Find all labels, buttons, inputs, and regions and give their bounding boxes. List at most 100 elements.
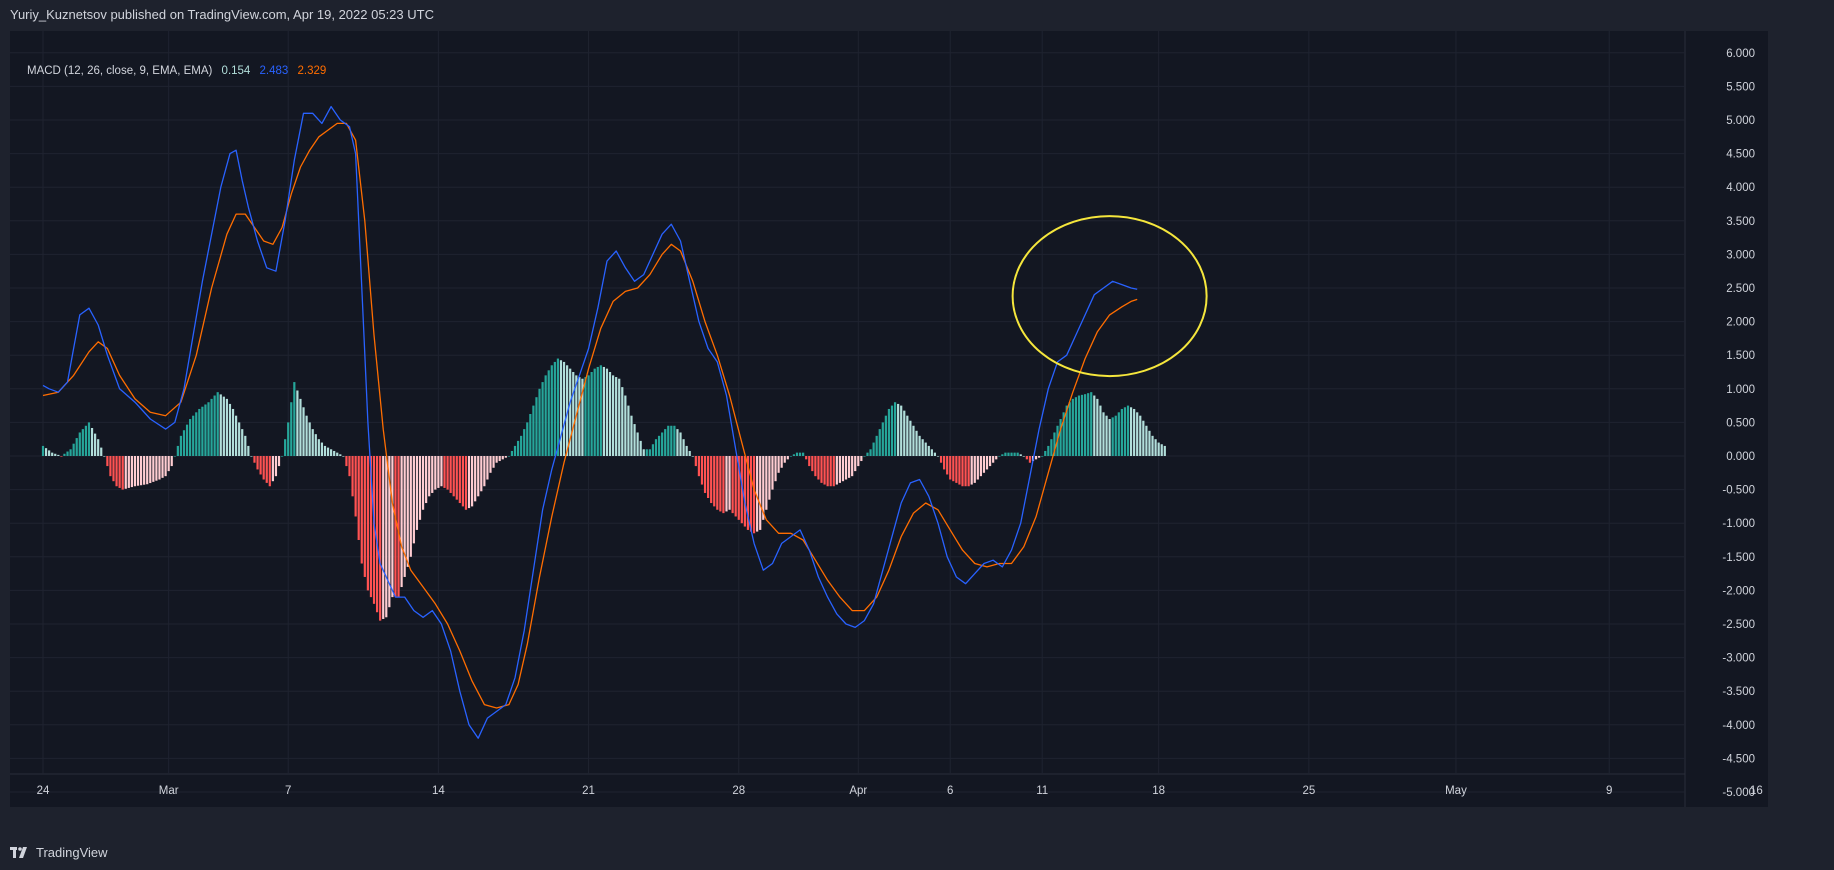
histogram-bar: [109, 456, 112, 477]
histogram-bar: [529, 414, 532, 456]
histogram-bar: [415, 456, 419, 530]
histogram-bar: [293, 382, 296, 456]
histogram-bar: [471, 456, 474, 507]
histogram-bar: [893, 402, 897, 456]
histogram-bar: [900, 405, 903, 456]
signal-line[interactable]: [42, 122, 1138, 709]
histogram-bar: [1001, 454, 1004, 456]
tradingview-brand[interactable]: TradingView: [10, 845, 108, 860]
histogram-bar: [743, 456, 746, 527]
histogram-bar: [847, 456, 851, 478]
histogram-bar: [146, 456, 149, 485]
publisher-text: Yuriy_Kuznetsov published on TradingView…: [10, 7, 434, 22]
histogram-bar: [752, 456, 756, 534]
histogram-bar: [1013, 452, 1016, 456]
histogram-bar: [814, 456, 817, 477]
price-scale[interactable]: [1685, 31, 1768, 807]
histogram-bar: [182, 430, 186, 456]
histogram-bar: [710, 456, 713, 504]
chart-pane[interactable]: 6.000 5.500 5.000 4.500 4.000 3.500 3.000 2.500…: [10, 31, 1768, 807]
legend-indicator-name[interactable]: MACD (12, 26, close, 9, EMA, EMA): [27, 65, 213, 77]
histogram-bar: [838, 456, 841, 483]
histogram-bar: [1120, 408, 1123, 456]
y-tick-label: -1.000: [1722, 518, 1755, 530]
histogram-bar: [136, 456, 140, 486]
histogram-bar: [1111, 417, 1114, 456]
histogram-bar: [759, 456, 762, 530]
histogram-bar: [1145, 425, 1148, 456]
histogram-bar: [1077, 395, 1081, 456]
histogram-bar: [360, 456, 363, 564]
histogram-bar: [572, 372, 575, 456]
tradingview-logo-icon: [10, 846, 27, 858]
macd-line[interactable]: [42, 105, 1138, 739]
y-tick-label: 2.000: [1726, 317, 1755, 329]
histogram-bar: [897, 403, 900, 456]
histogram-bar: [133, 456, 137, 487]
histogram-bar: [964, 456, 967, 487]
histogram-bar: [388, 456, 391, 608]
histogram-bar: [277, 456, 281, 467]
histogram-bar: [722, 456, 725, 514]
histogram-bar: [1071, 398, 1074, 456]
histogram-bar: [366, 456, 369, 591]
histogram-bar: [1139, 415, 1142, 456]
histogram-bar: [615, 377, 618, 456]
histogram-bar: [630, 415, 633, 456]
histogram-bar: [1117, 412, 1120, 456]
x-tick-label: 16: [1750, 785, 1763, 797]
histogram-bar: [949, 456, 952, 480]
histogram-bar: [268, 456, 271, 487]
histogram-bar: [605, 368, 609, 456]
histogram-bar: [231, 408, 235, 456]
histogram-bar: [247, 445, 250, 456]
x-tick-label: Mar: [159, 785, 179, 797]
histogram-bar: [777, 456, 780, 473]
histogram-bar: [274, 456, 278, 477]
histogram-bar: [995, 456, 998, 460]
highlight-ellipse[interactable]: [1011, 215, 1208, 378]
histogram-bar: [256, 456, 259, 470]
histogram-bar: [418, 456, 422, 520]
histogram-bar: [946, 456, 949, 475]
histogram-bar: [664, 429, 667, 456]
macd-chart[interactable]: 6.000 5.500 5.000 4.500 4.000 3.500 3.000 2.500…: [10, 31, 1768, 807]
histogram-bar: [477, 456, 480, 497]
histogram-bar: [222, 396, 225, 456]
histogram-bar: [851, 456, 854, 477]
histogram-bar: [593, 368, 596, 456]
histogram-bar: [703, 456, 707, 493]
histogram-bar: [290, 402, 293, 456]
histogram-bar: [265, 456, 268, 483]
histogram-bar: [280, 456, 284, 457]
histogram-bar: [1022, 456, 1025, 457]
histogram-bar: [317, 439, 320, 456]
histogram-bar: [1044, 450, 1047, 456]
histogram-bar: [345, 456, 348, 467]
histogram-bar: [467, 456, 471, 509]
x-tick-label: 18: [1152, 785, 1165, 797]
histogram-bar: [1126, 405, 1130, 456]
histogram-bar: [513, 445, 517, 456]
histogram-bar: [403, 456, 406, 577]
histogram-bar: [51, 452, 54, 456]
histogram-bar: [336, 452, 339, 456]
histogram-bar: [179, 435, 183, 456]
histogram-bar: [1038, 456, 1041, 458]
indicator-legend[interactable]: MACD (12, 26, close, 9, EMA, EMA) 0.154 …: [27, 65, 332, 77]
histogram-bar: [455, 456, 458, 500]
histogram-bar: [906, 415, 909, 456]
histogram-bar: [449, 456, 452, 493]
histogram-bar: [939, 456, 943, 463]
histogram-bar: [90, 428, 94, 456]
histogram-bar: [918, 435, 921, 456]
histogram-bar: [87, 422, 91, 456]
histogram-bar: [639, 440, 642, 456]
histogram-bar: [115, 456, 118, 487]
histogram-bar: [130, 456, 133, 488]
histogram-bar: [287, 422, 290, 456]
histogram-bar: [446, 456, 449, 490]
histogram-bar: [618, 378, 621, 456]
x-tick-label: May: [1445, 785, 1467, 797]
histogram-bar: [372, 456, 376, 604]
